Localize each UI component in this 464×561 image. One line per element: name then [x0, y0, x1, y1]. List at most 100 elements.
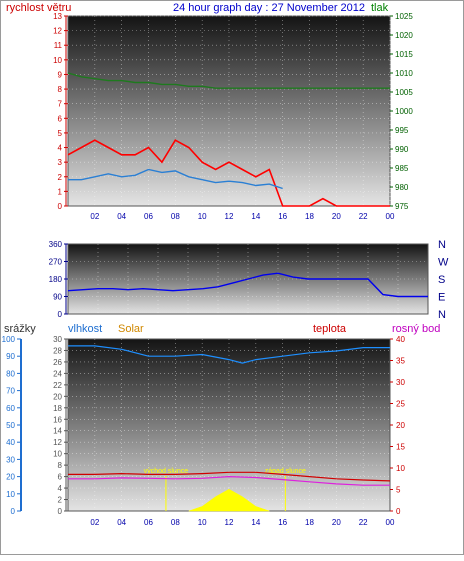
x-tick-label: 08 — [171, 518, 180, 527]
y-tick-label-right: 985 — [395, 164, 409, 173]
rain-tick-label: 4 — [58, 484, 63, 493]
series-line-1 — [67, 139, 390, 207]
humidity-tick-label: 10 — [6, 490, 15, 499]
compass-label: N — [438, 239, 446, 251]
x-tick-label: 10 — [198, 212, 207, 221]
wind-direction-series — [67, 272, 428, 298]
temperature-tick-label: 0 — [396, 507, 401, 516]
x-tick-label: 02 — [90, 518, 99, 527]
x-tick-label: 04 — [117, 518, 126, 527]
x-tick-label: 06 — [144, 212, 153, 221]
x-tick-label: 22 — [359, 518, 368, 527]
x-tick-label: 10 — [198, 518, 207, 527]
rain-tick-label: 30 — [53, 335, 62, 344]
x-tick-label: 18 — [305, 212, 314, 221]
y-tick-label-left: 13 — [53, 12, 62, 21]
x-tick-label: 14 — [251, 212, 260, 221]
humidity-tick-label: 30 — [6, 455, 15, 464]
compass-label: W — [438, 257, 449, 269]
temperature-line — [68, 471, 391, 482]
y-tick-label-left: 5 — [58, 129, 63, 138]
sunset-label: západ slunce — [265, 468, 306, 475]
humidity-tick-label: 50 — [6, 421, 15, 430]
y-tick-label-left: 2 — [58, 173, 63, 182]
solar-area — [188, 488, 270, 512]
y-tick-label-right: 1020 — [395, 31, 413, 40]
rain-tick-label: 2 — [58, 496, 63, 505]
chart-title: 24 hour graph day : 27 November 2012 — [173, 2, 365, 14]
y-tick-label-right: 1025 — [395, 12, 413, 21]
temperature-tick-label: 5 — [396, 486, 401, 495]
rain-tick-label: 20 — [53, 392, 62, 401]
x-tick-label: 16 — [278, 212, 287, 221]
rain-tick-label: 22 — [53, 381, 62, 390]
temperature-tick-label: 10 — [396, 464, 405, 473]
x-tick-label: 08 — [171, 212, 180, 221]
humidity-tick-label: 90 — [6, 352, 15, 361]
y-tick-label-left: 180 — [49, 275, 63, 284]
rain-tick-label: 24 — [53, 369, 62, 378]
y-tick-label-right: 1015 — [395, 50, 413, 59]
y-tick-label-left: 10 — [53, 56, 62, 65]
temp-humidity-plot-area — [67, 338, 391, 512]
x-tick-label: 00 — [386, 212, 395, 221]
y-tick-label-left: 8 — [58, 85, 63, 94]
temperature-tick-label: 15 — [396, 443, 405, 452]
pressure-axis-label: tlak — [371, 2, 389, 14]
rain-tick-label: 8 — [58, 461, 63, 470]
wind-pressure-axes: 0123456789101112139759809859909951000100… — [53, 12, 413, 221]
temperature-tick-label: 20 — [396, 421, 405, 430]
y-tick-label-left: 3 — [58, 158, 63, 167]
x-tick-label: 04 — [117, 212, 126, 221]
solar-axis-label: Solar — [118, 323, 144, 335]
temperature-tick-label: 30 — [396, 378, 405, 387]
humidity-tick-label: 60 — [6, 404, 15, 413]
x-tick-label: 20 — [332, 212, 341, 221]
dewpoint-line — [68, 475, 390, 486]
temperature-tick-label: 25 — [396, 400, 405, 409]
wind-pressure-grid — [68, 15, 391, 206]
y-tick-label-right: 995 — [395, 126, 409, 135]
y-tick-label-left: 0 — [58, 202, 63, 211]
x-tick-label: 14 — [251, 518, 260, 527]
compass-label: E — [438, 292, 445, 304]
wind-speed-axis-label: rychlost větru — [6, 2, 71, 14]
humidity-tick-label: 40 — [6, 438, 15, 447]
y-tick-label-right: 1010 — [395, 69, 413, 78]
sunrise-label: východ slunce — [144, 468, 188, 475]
humidity-tick-label: 20 — [6, 473, 15, 482]
x-tick-label: 22 — [359, 212, 368, 221]
temp-humidity-axes: 0102030405060708090100024681012141618202… — [2, 335, 406, 527]
humidity-axis-label: vlhkost — [68, 323, 102, 335]
rain-tick-label: 28 — [53, 346, 62, 355]
y-tick-label-left: 4 — [58, 144, 63, 153]
y-tick-label-right: 990 — [395, 145, 409, 154]
y-tick-label-left: 0 — [58, 310, 63, 319]
humidity-tick-label: 80 — [6, 369, 15, 378]
y-tick-label-left: 12 — [53, 27, 62, 36]
y-tick-label-left: 11 — [54, 41, 63, 50]
y-tick-label-left: 90 — [53, 293, 62, 302]
x-tick-label: 20 — [332, 518, 341, 527]
humidity-tick-label: 100 — [2, 335, 16, 344]
series-line-0 — [67, 72, 390, 89]
y-tick-label-left: 1 — [58, 187, 63, 196]
temp-humidity-grid — [68, 339, 390, 511]
compass-label: N — [438, 309, 446, 321]
compass-label: S — [438, 274, 445, 286]
x-tick-label: 12 — [225, 518, 234, 527]
wind-pressure-plot-area — [67, 15, 391, 207]
y-tick-label-right: 975 — [395, 202, 409, 211]
x-tick-label: 18 — [305, 518, 314, 527]
rain-tick-label: 6 — [58, 473, 63, 482]
rain-tick-label: 14 — [53, 427, 62, 436]
temp-humidity-series: východ slunce západ slunce — [68, 345, 391, 512]
y-tick-label-left: 7 — [58, 100, 63, 109]
x-tick-label: 16 — [278, 518, 287, 527]
temperature-tick-label: 35 — [396, 357, 405, 366]
y-tick-label-right: 1000 — [395, 107, 413, 116]
rain-tick-label: 26 — [53, 358, 62, 367]
